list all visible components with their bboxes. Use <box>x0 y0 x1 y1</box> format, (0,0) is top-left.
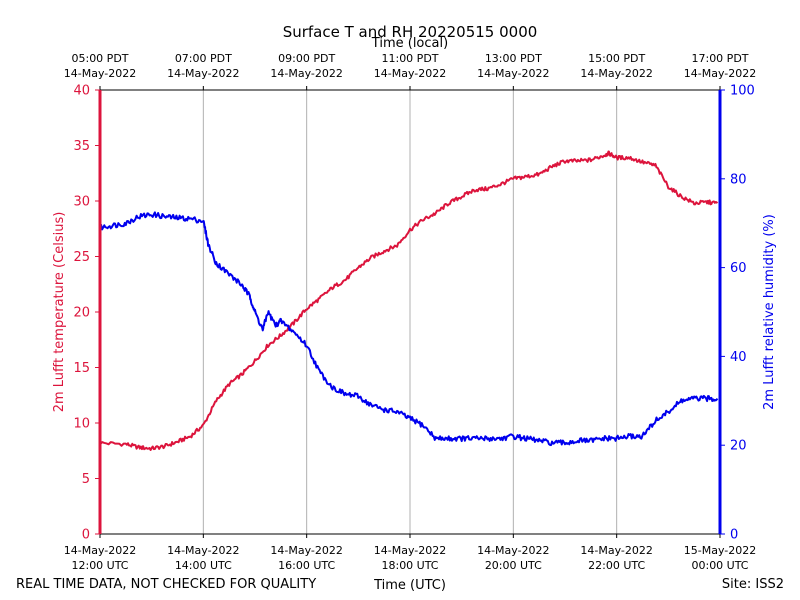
x-tick-label-date: 14-May-2022 <box>477 544 549 557</box>
y2-tick-label: 60 <box>730 261 747 276</box>
y-tick-label: 35 <box>73 139 90 154</box>
x-tick-label-time: 18:00 UTC <box>381 559 438 572</box>
x-tick-label-date: 14-May-2022 <box>580 544 652 557</box>
x2-tick-label-time: 15:00 PDT <box>588 52 645 65</box>
temperature-series-line <box>99 150 719 451</box>
x2-tick-label-time: 07:00 PDT <box>175 52 232 65</box>
y-tick-label: 30 <box>73 195 90 210</box>
axis-ticks: 14-May-2022 12:00 UTC 05:00 PDT 14-May-2022… <box>64 52 756 572</box>
x-tick-label-date: 14-May-2022 <box>374 544 446 557</box>
y-tick-label: 25 <box>73 250 90 265</box>
y-tick-label: 20 <box>73 306 90 321</box>
x2-tick-label-date: 14-May-2022 <box>477 67 549 80</box>
x-tick-label-time: 22:00 UTC <box>588 559 645 572</box>
x-tick-label-time: 14:00 UTC <box>175 559 232 572</box>
y-tick-label: 40 <box>73 84 90 99</box>
x-tick-label-time: 20:00 UTC <box>485 559 542 572</box>
y2-tick-label: 80 <box>730 172 747 187</box>
y-tick-label: 5 <box>82 472 90 487</box>
x-axis-label: Time (UTC) <box>373 578 446 593</box>
y-tick-label: 15 <box>73 361 90 376</box>
x-tick-label-time: 00:00 UTC <box>691 559 748 572</box>
y2-axis-label: 2m Lufft relative humidity (%) <box>762 214 777 410</box>
series-group <box>99 150 719 451</box>
humidity-series-line <box>99 211 719 447</box>
quality-disclaimer: REAL TIME DATA, NOT CHECKED FOR QUALITY <box>16 577 316 592</box>
y2-tick-label: 100 <box>730 84 755 99</box>
chart-title: Surface T and RH 20220515 0000 <box>283 23 538 41</box>
x2-tick-label-date: 14-May-2022 <box>580 67 652 80</box>
x2-tick-label-time: 17:00 PDT <box>691 52 748 65</box>
x2-tick-label-date: 14-May-2022 <box>64 67 136 80</box>
top-axis-label: Time (local) <box>371 36 448 51</box>
x2-tick-label-date: 14-May-2022 <box>167 67 239 80</box>
x-tick-label-time: 16:00 UTC <box>278 559 335 572</box>
x-tick-label-date: 14-May-2022 <box>64 544 136 557</box>
y-tick-label: 0 <box>82 528 90 543</box>
site-label: Site: ISS2 <box>722 577 784 592</box>
x2-tick-label-date: 14-May-2022 <box>374 67 446 80</box>
x2-tick-label-time: 11:00 PDT <box>381 52 438 65</box>
x-tick-label-time: 12:00 UTC <box>71 559 128 572</box>
y-tick-label: 10 <box>73 417 90 432</box>
x-tick-label-date: 15-May-2022 <box>684 544 756 557</box>
x2-tick-label-date: 14-May-2022 <box>270 67 342 80</box>
y-axis-label: 2m Lufft temperature (Celsius) <box>52 212 67 413</box>
x2-tick-label-time: 09:00 PDT <box>278 52 335 65</box>
x2-tick-label-time: 13:00 PDT <box>485 52 542 65</box>
y2-tick-label: 0 <box>730 528 738 543</box>
y2-tick-label: 20 <box>730 439 747 454</box>
y2-tick-label: 40 <box>730 350 747 365</box>
x2-tick-label-time: 05:00 PDT <box>71 52 128 65</box>
x2-tick-label-date: 14-May-2022 <box>684 67 756 80</box>
x-tick-label-date: 14-May-2022 <box>167 544 239 557</box>
x-tick-label-date: 14-May-2022 <box>270 544 342 557</box>
